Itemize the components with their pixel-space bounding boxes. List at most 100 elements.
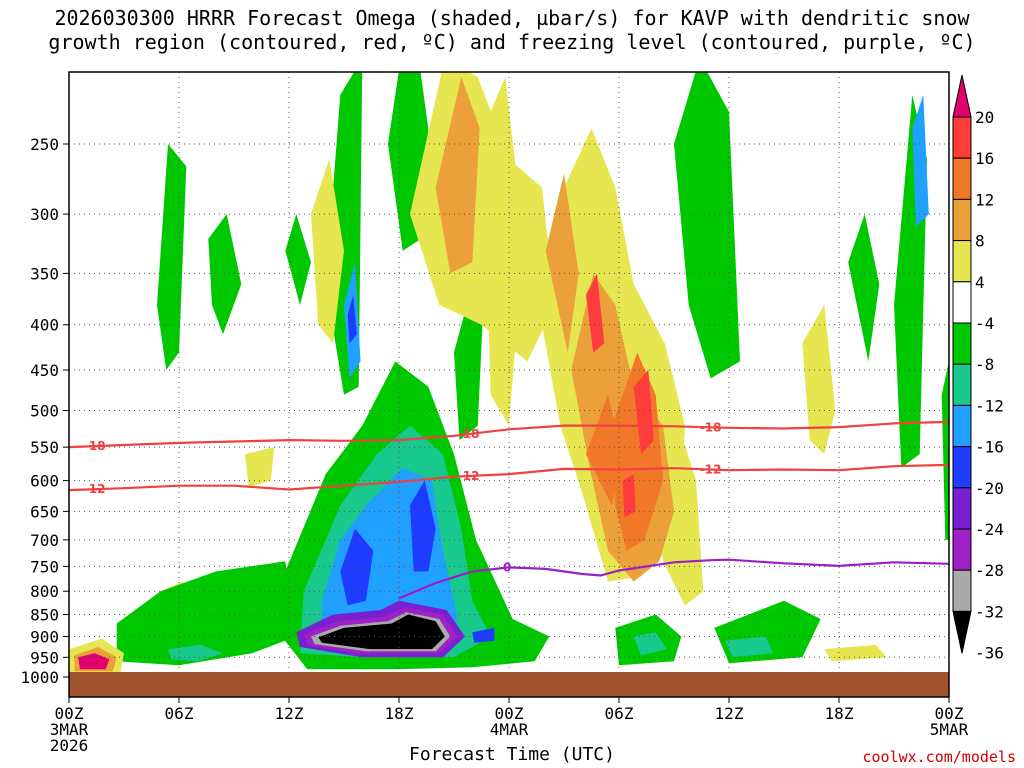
omega-shade-38 — [340, 528, 374, 606]
contour-0 — [69, 420, 949, 449]
terrain-ground — [69, 672, 949, 697]
y-tick-label-350: 350 — [30, 264, 59, 283]
colorbar-box-12 — [952, 569, 972, 612]
contour-label-2-0: 0 — [503, 561, 511, 575]
omega-shade-17 — [824, 644, 887, 662]
contour-lines: -18 -18 -18 -12 -12 -12 0 — [69, 420, 949, 600]
omega-shade-14 — [802, 305, 836, 455]
omega-shade-1 — [208, 214, 242, 335]
contour-label-0-2: -18 — [700, 420, 722, 434]
y-tick-label-950: 950 — [30, 648, 59, 667]
omega-shade-33 — [633, 632, 667, 656]
grid-lines — [69, 72, 949, 697]
contour-label-0-0: -18 — [84, 439, 106, 453]
y-tick-label-900: 900 — [30, 627, 59, 646]
colorbar-label-5: -4 — [975, 314, 994, 333]
x-tick-label-0-2: 2026 — [50, 736, 89, 755]
x-tick-label-12-0: 12Z — [275, 704, 304, 723]
omega-shade-19 — [435, 77, 480, 274]
colorbar-label-10: -24 — [975, 520, 1004, 539]
colorbar-box-10 — [952, 487, 972, 530]
colorbar-box-1 — [952, 116, 972, 159]
contour-label-1-0: -12 — [84, 482, 106, 496]
omega-shade-21 — [545, 173, 579, 353]
contour-label-0-1: -18 — [458, 427, 480, 441]
omega-shade-25 — [586, 273, 605, 353]
y-tick-label-550: 550 — [30, 438, 59, 457]
chart-title: 2026030300 HRRR Forecast Omega (shaded, … — [0, 6, 1024, 54]
colorbar-label-11: -28 — [975, 561, 1004, 580]
y-tick-label-250: 250 — [30, 135, 59, 154]
y-tick-label-800: 800 — [30, 582, 59, 601]
colorbar-label-8: -16 — [975, 438, 1004, 457]
colorbar-box-6 — [952, 322, 972, 365]
omega-shade-6 — [674, 72, 740, 379]
omega-shade-2 — [285, 214, 311, 305]
x-tick-label-0-0: 00Z — [55, 704, 84, 723]
y-tick-label-750: 750 — [30, 557, 59, 576]
y-tick-label-850: 850 — [30, 606, 59, 625]
colorbar: 20 16 12 8 4 -4 -8 -12 -16 -20 -24 -28 -32 -36 — [952, 74, 1004, 663]
x-tick-label-18-0: 18Z — [385, 704, 414, 723]
colorbar-box-8 — [952, 404, 972, 448]
y-axis: 250 300 350 400 450 500 550 600 650 700 750 800 850 9… — [20, 135, 69, 687]
omega-shade-9 — [941, 360, 949, 540]
omega-shade-11 — [483, 77, 524, 426]
colorbar-box-2 — [952, 157, 972, 200]
x-tick-label-24-0: 00Z — [495, 704, 524, 723]
x-tick-label-48-1: 5MAR — [930, 720, 969, 739]
x-tick-label-42-0: 18Z — [825, 704, 854, 723]
credit-text: coolwx.com/models — [862, 748, 1016, 766]
x-tick-label-0-1: 3MAR — [50, 720, 89, 739]
omega-shade-0 — [157, 144, 187, 370]
y-tick-label-450: 450 — [30, 361, 59, 380]
omega-shade-23 — [586, 394, 623, 506]
colorbar-box-9 — [952, 446, 972, 489]
colorbar-box-3 — [952, 198, 972, 242]
omega-shade-41 — [472, 627, 495, 643]
x-tick-label-30-0: 06Z — [605, 704, 634, 723]
omega-shade-10 — [410, 72, 555, 362]
x-axis-label: Forecast Time (UTC) — [409, 744, 615, 765]
omega-shade-28 — [116, 561, 297, 666]
y-tick-label-300: 300 — [30, 205, 59, 224]
omega-shade-30 — [714, 600, 821, 664]
y-tick-label-700: 700 — [30, 531, 59, 550]
y-tick-label-1000: 1000 — [20, 668, 59, 687]
y-tick-label-500: 500 — [30, 402, 59, 421]
colorbar-top-arrow — [952, 74, 972, 118]
omega-shade-39 — [410, 480, 436, 572]
x-tick-label-6-0: 06Z — [165, 704, 194, 723]
colorbar-label-3: 8 — [975, 232, 985, 251]
colorbar-label-4: 4 — [975, 273, 985, 292]
colorbar-label-6: -8 — [975, 355, 994, 374]
omega-shade-40 — [347, 294, 357, 344]
colorbar-label-13: -36 — [975, 644, 1004, 663]
colorbar-box-7 — [952, 363, 972, 406]
x-tick-label-48-0: 00Z — [935, 704, 964, 723]
contour-label-1-1: -12 — [458, 469, 480, 483]
omega-shade-16 — [245, 447, 275, 487]
colorbar-label-2: 12 — [975, 190, 994, 209]
colorbar-box-5 — [952, 281, 972, 324]
colorbar-label-7: -12 — [975, 396, 1004, 415]
chart-title-line-2: growth region (contoured, red, ºC) and f… — [48, 30, 976, 54]
omega-shade-37 — [912, 94, 929, 227]
omega-shade-15 — [311, 159, 344, 344]
chart-title-line-1: 2026030300 HRRR Forecast Omega (shaded, … — [54, 6, 970, 30]
y-tick-label-600: 600 — [30, 472, 59, 491]
omega-shade-45 — [318, 614, 445, 650]
omega-shade-48 — [78, 653, 110, 670]
omega-shading — [69, 72, 949, 674]
y-tick-label-650: 650 — [30, 502, 59, 521]
contour-1 — [69, 463, 949, 492]
omega-shade-26 — [622, 474, 636, 518]
omega-shade-34 — [725, 636, 773, 658]
x-tick-label-36-0: 12Z — [715, 704, 744, 723]
x-tick-label-24-1: 4MAR — [490, 720, 529, 739]
colorbar-label-0: 20 — [975, 108, 994, 127]
colorbar-bottom-arrow — [952, 610, 972, 654]
contour-label-1-2: -12 — [700, 463, 722, 477]
